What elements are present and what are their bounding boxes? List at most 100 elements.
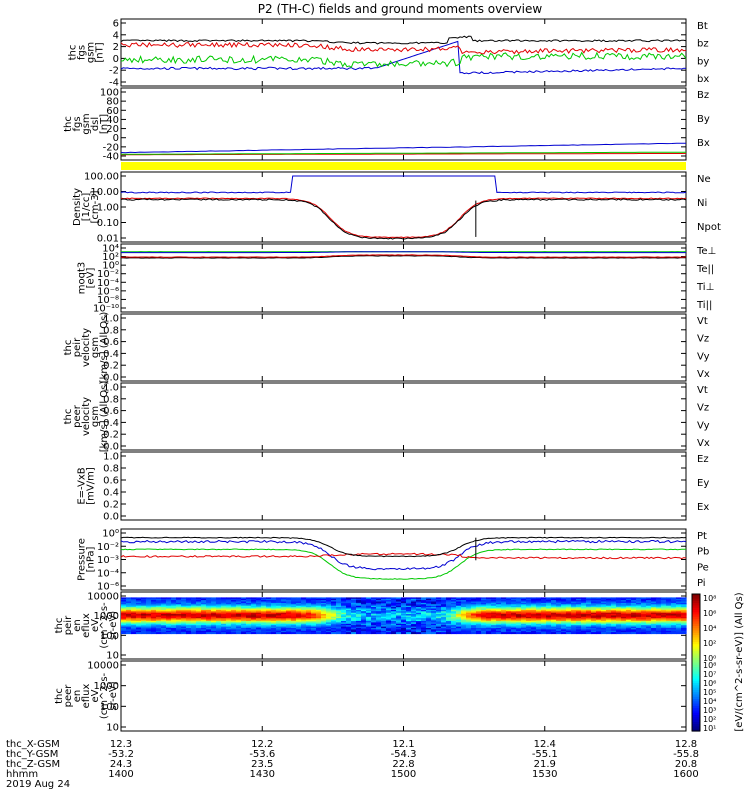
heatmap-cell [261,598,267,601]
heatmap-cell [366,607,372,610]
heatmap-cell [221,608,227,611]
heatmap-cell [191,605,197,608]
heatmap-cell [611,601,617,604]
heatmap-cell [496,622,502,625]
heatmap-cell [256,629,262,632]
heatmap-cell [411,618,417,621]
heatmap-cell [291,619,297,622]
heatmap-cell [311,600,317,603]
heatmap-cell [276,607,282,610]
heatmap-cell [291,601,297,604]
heatmap-cell [651,597,657,600]
y-axis-label-line: gsm [90,337,101,358]
heatmap-cell [571,600,577,603]
heatmap-cell [456,628,462,630]
heatmap-cell [246,608,252,611]
heatmap-cell [381,602,387,605]
heatmap-cell [311,629,317,632]
heatmap-cell [431,618,437,621]
heatmap-cell [571,621,577,623]
heatmap-cell [286,601,292,604]
heatmap-cell [311,608,317,611]
heatmap-cell [306,600,312,603]
heatmap-cell [431,601,437,604]
heatmap-cell [286,615,292,618]
heatmap-cell [221,609,227,612]
heatmap-cell [231,628,237,630]
heatmap-cell [496,625,502,628]
heatmap-cell [166,597,172,600]
heatmap-cell [541,615,547,618]
heatmap-cell [486,619,492,622]
heatmap-cell [486,630,492,633]
heatmap-cell [651,601,657,604]
heatmap-cell [381,618,387,621]
heatmap-cell [511,629,517,632]
heatmap-cell [336,609,342,612]
heatmap-cell [531,621,537,623]
heatmap-cell [531,600,537,603]
heatmap-cell [606,630,612,633]
heatmap-cell [141,608,147,611]
heatmap-cell [161,619,167,622]
heatmap-cell [206,597,212,600]
heatmap-cell [476,623,482,626]
heatmap-cell [516,630,522,633]
heatmap-cell [346,597,352,600]
heatmap-cell [361,607,367,610]
heatmap-cell [646,611,652,614]
heatmap-cell [531,607,537,610]
heatmap-cell [316,615,322,618]
heatmap-cell [146,630,152,633]
heatmap-cell [121,602,127,605]
heatmap-cell [671,623,677,626]
heatmap-cell [486,614,492,617]
heatmap-cell [316,616,322,619]
heatmap-cell [611,618,617,621]
heatmap-cell [286,607,292,610]
heatmap-cell [411,629,417,632]
heatmap-cell [451,607,457,610]
heatmap-cell [326,623,332,626]
heatmap-cell [471,629,477,632]
heatmap-cell [361,619,367,622]
heatmap-cell [241,630,247,633]
heatmap-cell [576,604,582,607]
heatmap-cell [151,605,157,608]
heatmap-cell [521,608,527,611]
heatmap-cell [546,601,552,604]
heatmap-cell [246,625,252,628]
heatmap-cell [436,618,442,621]
heatmap-cell [341,628,347,630]
heatmap-cell [546,602,552,605]
heatmap-cell [471,632,477,635]
heatmap-cell [591,604,597,607]
heatmap-cell [256,619,262,622]
heatmap-cell [401,609,407,612]
heatmap-cell [621,600,627,603]
heatmap-cell [546,621,552,623]
heatmap-cell [276,621,282,623]
heatmap-cell [636,622,642,625]
heatmap-cell [241,622,247,625]
heatmap-cell [306,602,312,605]
heatmap-cell [376,622,382,625]
heatmap-cell [441,597,447,600]
heatmap-cell [186,626,192,629]
heatmap-cell [341,623,347,626]
heatmap-cell [276,597,282,600]
heatmap-cell [166,629,172,632]
heatmap-cell [231,597,237,600]
heatmap-cell [186,602,192,605]
heatmap-cell [646,609,652,612]
y-tick-label: 10⁻² [97,269,119,280]
heatmap-cell [356,607,362,610]
heatmap-cell [681,622,687,625]
heatmap-cell [426,607,432,610]
heatmap-cell [241,629,247,632]
heatmap-cell [671,615,677,618]
heatmap-cell [246,630,252,633]
heatmap-cell [326,616,332,619]
heatmap-cell [476,625,482,628]
